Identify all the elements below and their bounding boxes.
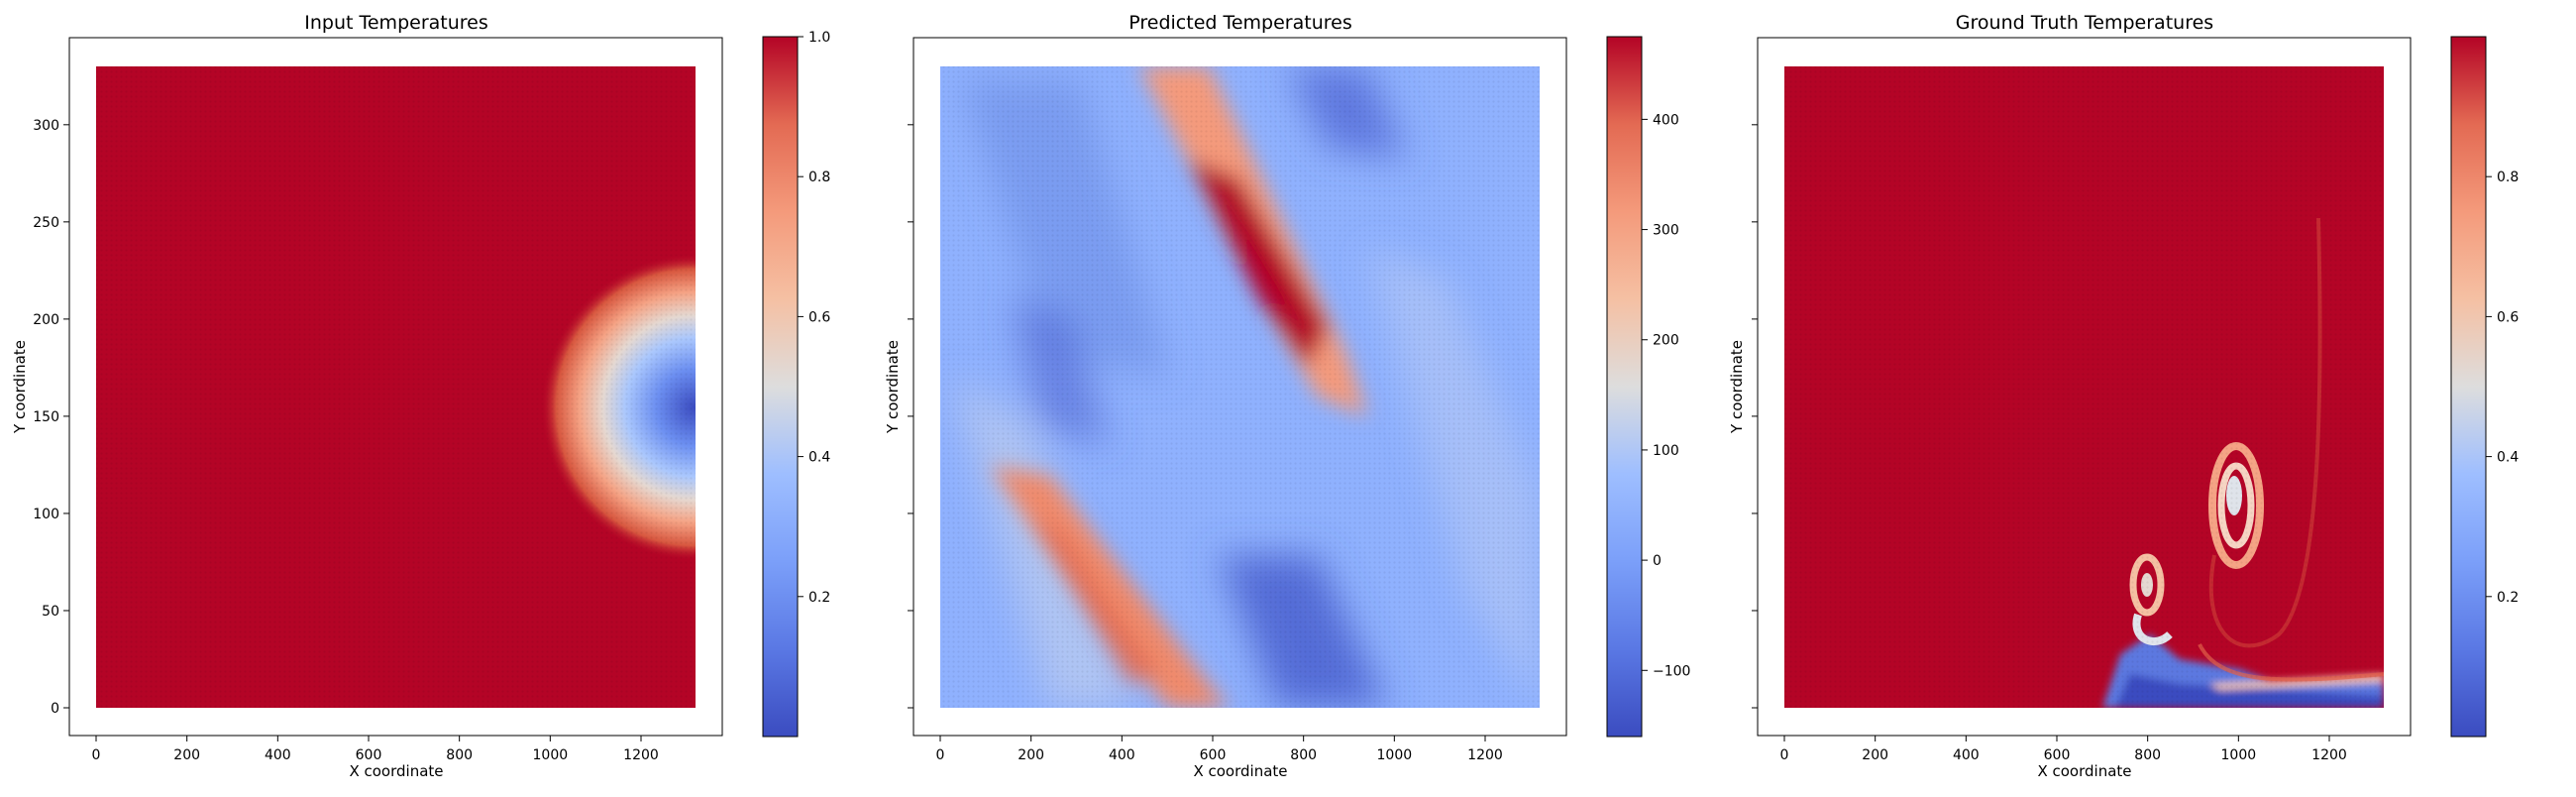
x-tick-label: 1200: [2311, 747, 2347, 763]
x-tick-label: 0: [936, 747, 945, 763]
colorbar: [762, 36, 799, 738]
x-tick-label: 1000: [2221, 747, 2257, 763]
colorbar-tick-label: 400: [1653, 112, 1679, 128]
x-tick-label: 800: [446, 747, 473, 763]
x-tick-label: 200: [1862, 747, 1888, 763]
colorbar-tick-label: 100: [1653, 443, 1679, 459]
x-tick-label: 600: [356, 747, 382, 763]
colorbar-tick-label: 0.2: [808, 590, 830, 606]
colorbar-tick-label: 1.0: [808, 30, 830, 46]
x-tick-label: 1200: [623, 747, 659, 763]
x-tick-label: 600: [1200, 747, 1227, 763]
x-axis-label: X coordinate: [1193, 762, 1287, 780]
y-tick-label: 300: [33, 118, 59, 134]
colorbar-tick-label: 0.6: [2497, 309, 2519, 325]
y-axis-label: Y coordinate: [11, 340, 29, 434]
panel-ground-truth: Ground Truth Temperatures: [1728, 12, 2519, 780]
y-tick-label: 100: [33, 507, 59, 522]
x-axis-label: X coordinate: [349, 762, 443, 780]
colorbar-tick-label: 200: [1653, 333, 1679, 349]
x-tick-label: 1000: [533, 747, 569, 763]
colorbar-tick-label: −100: [1653, 663, 1690, 679]
x-tick-label: 600: [2044, 747, 2071, 763]
x-tick-label: 1000: [1377, 747, 1413, 763]
chart-title: Predicted Temperatures: [1128, 12, 1352, 34]
colorbar: [1606, 36, 1643, 738]
colorbar-tick-label: 0.4: [2497, 450, 2519, 466]
chart-title: Ground Truth Temperatures: [1956, 12, 2213, 34]
chart-title: Input Temperatures: [304, 12, 488, 34]
x-tick-label: 800: [1290, 747, 1317, 763]
colorbar-tick-label: 0.4: [808, 450, 830, 466]
x-tick-label: 200: [173, 747, 200, 763]
y-tick-label: 0: [51, 701, 59, 717]
y-tick-label: 250: [33, 215, 59, 231]
colorbar-tick-label: 0.6: [808, 309, 830, 325]
y-tick-label: 150: [33, 409, 59, 425]
y-axis-label: Y coordinate: [1728, 340, 1746, 434]
y-tick-label: 200: [33, 312, 59, 328]
colorbar: [2450, 36, 2487, 738]
x-axis-label: X coordinate: [2037, 762, 2131, 780]
x-tick-label: 800: [2134, 747, 2161, 763]
colorbar-tick-label: 0: [1653, 553, 1662, 569]
x-tick-label: 200: [1018, 747, 1044, 763]
x-tick-label: 400: [1953, 747, 1980, 763]
y-tick-label: 50: [42, 604, 59, 620]
x-tick-label: 1200: [1467, 747, 1503, 763]
y-axis-label: Y coordinate: [884, 340, 902, 434]
colorbar-tick-label: 0.8: [2497, 170, 2519, 185]
colorbar-tick-label: 0.2: [2497, 590, 2519, 606]
x-tick-label: 400: [265, 747, 291, 763]
panel-input: Input Temperatures 0 200 400 600 800 1000 1200…: [11, 12, 830, 780]
colorbar-tick-label: 300: [1653, 223, 1679, 239]
x-tick-label: 400: [1109, 747, 1135, 763]
colorbar-tick-label: 0.8: [808, 170, 830, 185]
x-tick-label: 0: [1780, 747, 1789, 763]
x-tick-label: 0: [92, 747, 101, 763]
panel-predicted: Predicted Temperatures 0 200 400 600 800 1000…: [884, 12, 1690, 780]
